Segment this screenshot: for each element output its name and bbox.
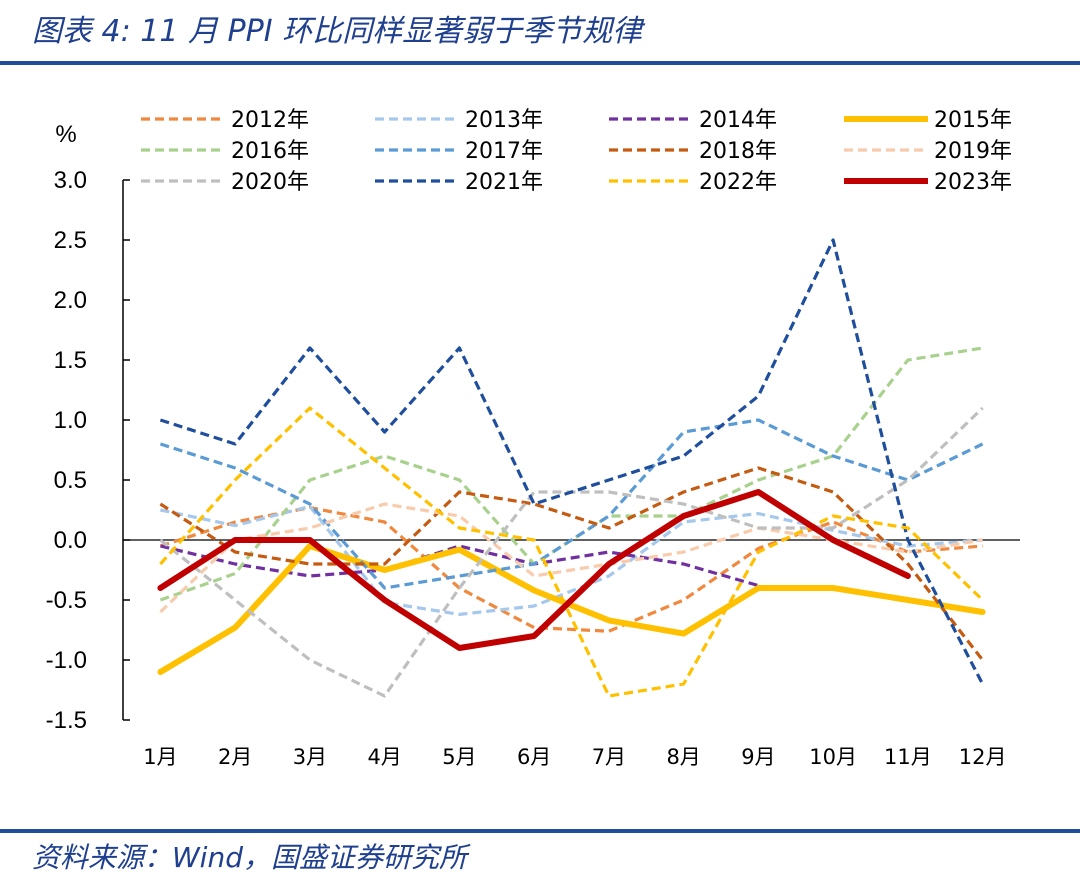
legend-label: 2022年 bbox=[699, 170, 777, 195]
legend-label: 2016年 bbox=[231, 139, 309, 164]
series-line bbox=[159, 418, 984, 590]
x-tick-label: 2月 bbox=[218, 745, 252, 769]
y-axis-unit: % bbox=[55, 121, 76, 148]
y-tick-label: 2.5 bbox=[54, 227, 87, 254]
legend-label: 2018年 bbox=[699, 139, 777, 164]
x-tick-label: 11月 bbox=[884, 745, 932, 769]
y-tick-label: 1.5 bbox=[54, 347, 87, 374]
x-tick-label: 6月 bbox=[517, 745, 551, 769]
chart-legend: 2012年 2013年 2014年 2015年 2016年 2017年 2018年 2019年… bbox=[141, 108, 1012, 195]
y-tick-label: 0.5 bbox=[54, 467, 87, 494]
chart-series bbox=[157, 238, 986, 698]
legend-label: 2015年 bbox=[934, 108, 1012, 133]
x-tick-label: 10月 bbox=[809, 745, 857, 769]
y-tick-label: 2.0 bbox=[54, 287, 87, 314]
series-line bbox=[159, 346, 983, 602]
legend-label: 2012年 bbox=[231, 108, 309, 133]
x-tick-label: 1月 bbox=[143, 745, 177, 769]
x-tick-label: 7月 bbox=[592, 745, 626, 769]
top-divider bbox=[0, 61, 1080, 65]
y-tick-label: -1.5 bbox=[46, 707, 87, 734]
series-line bbox=[157, 543, 986, 675]
x-tick-label: 12月 bbox=[959, 745, 1007, 769]
legend-label: 2014年 bbox=[699, 108, 777, 133]
series-line bbox=[159, 466, 984, 661]
series-line bbox=[159, 502, 983, 614]
y-tick-label: 1.0 bbox=[54, 407, 87, 434]
legend-label: 2021年 bbox=[465, 170, 543, 195]
series-line bbox=[159, 406, 984, 698]
series-line bbox=[159, 238, 985, 685]
y-tick-label: 3.0 bbox=[54, 167, 87, 194]
series-line bbox=[157, 489, 911, 651]
x-tick-label: 3月 bbox=[293, 745, 327, 769]
x-tick-label: 8月 bbox=[666, 745, 700, 769]
legend-label: 2019年 bbox=[934, 139, 1012, 164]
legend-label: 2023年 bbox=[934, 170, 1012, 195]
bottom-divider bbox=[0, 829, 1080, 833]
y-tick-label: -0.5 bbox=[46, 587, 87, 614]
series-line bbox=[160, 504, 983, 617]
x-tick-label: 9月 bbox=[741, 745, 775, 769]
x-tick-label: 5月 bbox=[442, 745, 476, 769]
legend-label: 2020年 bbox=[231, 170, 309, 195]
chart-title: 图表 4: 11 月 PPI 环比同样显著弱于季节规律 bbox=[32, 14, 643, 49]
legend-label: 2013年 bbox=[465, 108, 543, 133]
y-tick-label: -1.0 bbox=[46, 647, 87, 674]
y-tick-label: 0.0 bbox=[54, 527, 87, 554]
series-line bbox=[160, 544, 759, 588]
source-note: 资料来源：Wind，国盛证券研究所 bbox=[32, 841, 467, 874]
x-tick-label: 4月 bbox=[367, 745, 401, 769]
legend-label: 2017年 bbox=[465, 139, 543, 164]
chart-axes: 3.0 2.5 2.0 1.5 1.0 0.5 0.0 -0.5 -1.0 -1.5% 1月 2月 3月… bbox=[46, 121, 1020, 769]
